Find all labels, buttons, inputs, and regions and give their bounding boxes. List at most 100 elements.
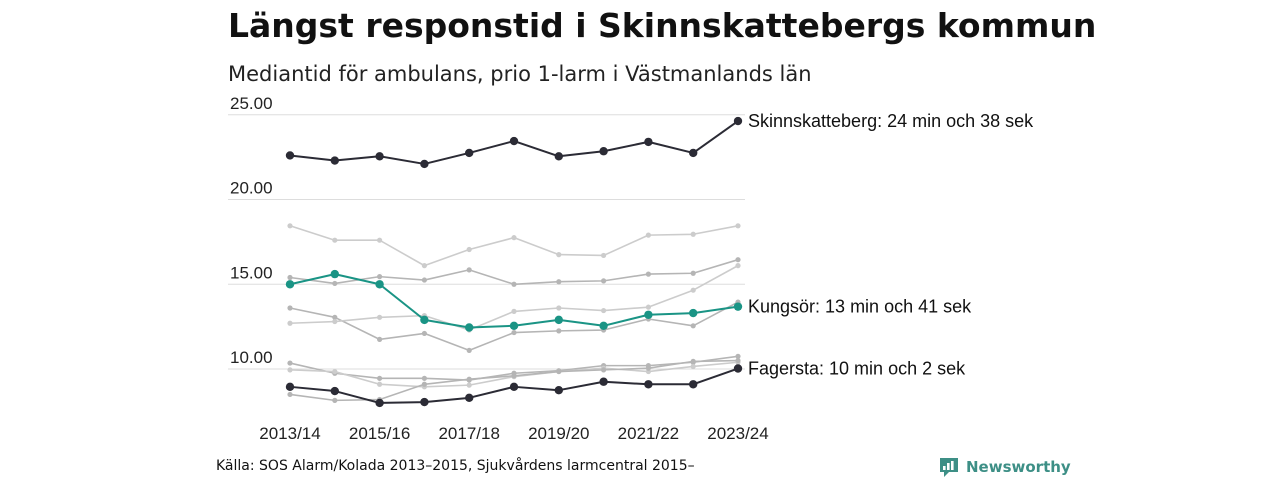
data-point [511, 235, 517, 241]
data-point [332, 318, 338, 325]
data-point [421, 381, 427, 387]
data-point-fagersta [689, 380, 698, 389]
data-point-fagersta [375, 398, 384, 408]
data-point [466, 267, 472, 273]
data-point-fagersta [420, 397, 429, 407]
data-point-skinnskatteberg [420, 159, 429, 169]
data-point [645, 232, 652, 238]
data-point [421, 330, 427, 337]
x-tick-label: 2021/22 [618, 424, 679, 443]
series-line [289, 258, 739, 286]
data-point [511, 281, 517, 287]
data-point [690, 231, 696, 237]
data-point [377, 336, 383, 342]
data-point-skinnskatteberg [733, 116, 743, 126]
data-point [377, 314, 383, 320]
data-point-kungsör [554, 315, 563, 325]
brand-name: Newsworthy [966, 458, 1071, 476]
data-point-skinnskatteberg [644, 137, 653, 147]
data-point-fagersta [733, 364, 743, 373]
data-point [466, 347, 472, 353]
data-point [690, 323, 696, 329]
data-point [511, 373, 517, 379]
y-tick-label: 20.00 [230, 179, 273, 198]
data-point-fagersta [554, 386, 563, 395]
data-point-kungsör [420, 315, 429, 325]
data-point [287, 391, 293, 398]
x-tick-label: 2017/18 [438, 424, 499, 443]
data-point-kungsör [599, 321, 608, 330]
data-point [735, 357, 741, 364]
data-point [601, 367, 607, 373]
data-point-kungsör [330, 269, 339, 279]
brand-logo[interactable]: Newsworthy [938, 456, 1071, 478]
data-point-fagersta [599, 377, 608, 386]
data-point [735, 223, 741, 229]
data-point [287, 305, 293, 311]
data-point-skinnskatteberg [285, 151, 295, 160]
data-point-skinnskatteberg [554, 152, 563, 161]
data-point-fagersta [285, 382, 295, 392]
data-point [287, 367, 293, 373]
data-point [690, 363, 696, 370]
data-point [601, 307, 607, 314]
data-point [556, 252, 562, 258]
data-point-skinnskatteberg [509, 136, 519, 146]
data-point-skinnskatteberg [375, 152, 384, 161]
data-point [377, 381, 383, 387]
data-point [466, 382, 472, 388]
data-point [735, 353, 741, 359]
data-point [377, 274, 383, 280]
data-point [735, 263, 741, 269]
data-point [421, 375, 427, 381]
chart-title: Längst responstid i Skinnskattebergs kom… [228, 6, 1097, 45]
data-point [332, 314, 338, 320]
data-point-skinnskatteberg [465, 148, 474, 158]
data-point [645, 365, 652, 371]
data-point [377, 237, 383, 243]
end-label-kungsör: Kungsör: 13 min och 41 sek [748, 297, 972, 317]
data-point-skinnskatteberg [330, 156, 339, 165]
data-point [511, 329, 517, 336]
data-point-fagersta [509, 382, 519, 392]
data-point [287, 223, 293, 229]
data-point [466, 246, 472, 253]
data-point-kungsör [375, 280, 384, 289]
data-point [466, 376, 472, 382]
y-tick-label: 10.00 [230, 348, 273, 367]
end-label-skinnskatteberg: Skinnskatteberg: 24 min och 38 sek [748, 111, 1034, 131]
data-point [735, 257, 741, 263]
data-point-kungsör [465, 323, 474, 332]
data-point [556, 279, 562, 285]
data-point [645, 304, 652, 310]
data-point [556, 305, 562, 311]
x-tick-label: 2015/16 [349, 424, 410, 443]
data-point-skinnskatteberg [689, 148, 698, 158]
data-point [601, 252, 607, 259]
data-point [332, 237, 338, 243]
x-tick-label: 2019/20 [528, 424, 589, 443]
data-point-kungsör [285, 280, 295, 289]
data-point [690, 287, 696, 293]
data-point [421, 263, 427, 269]
data-point-kungsör [689, 308, 698, 318]
series-line [289, 225, 739, 267]
data-point [690, 358, 696, 364]
x-tick-label: 2023/24 [707, 424, 768, 443]
data-point-kungsör [509, 321, 519, 330]
chart-subtitle: Mediantid för ambulans, prio 1-larm i Vä… [228, 62, 812, 86]
data-point [556, 368, 562, 375]
data-point-skinnskatteberg [599, 147, 608, 156]
data-point [287, 274, 293, 281]
data-point [377, 375, 383, 381]
source-note: Källa: SOS Alarm/Kolada 2013–2015, Sjukv… [216, 458, 695, 474]
series-line [289, 264, 739, 331]
data-point [690, 270, 696, 276]
y-tick-label: 15.00 [230, 263, 273, 282]
data-point [287, 360, 293, 366]
series-line [289, 359, 739, 402]
data-point [556, 328, 562, 334]
data-point [421, 277, 427, 283]
newsworthy-logo-icon [940, 458, 958, 477]
